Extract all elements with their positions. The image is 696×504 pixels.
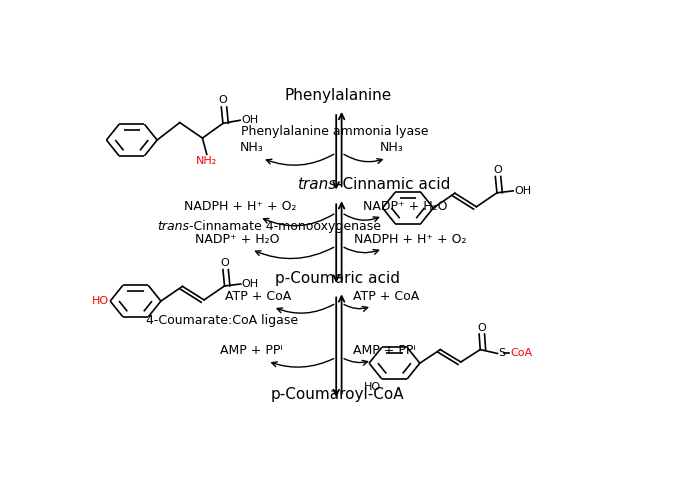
Text: HO: HO (91, 296, 109, 306)
Text: O: O (493, 165, 502, 175)
Text: NADPH + H⁺ + O₂: NADPH + H⁺ + O₂ (354, 233, 467, 246)
Text: -Cinnamic acid: -Cinnamic acid (337, 177, 450, 193)
Text: trans: trans (157, 220, 189, 233)
Text: 4-Coumarate:CoA ligase: 4-Coumarate:CoA ligase (145, 314, 298, 327)
Text: NADP⁺ + H₂O: NADP⁺ + H₂O (195, 233, 279, 246)
Text: O: O (219, 95, 228, 105)
Text: NADP⁺ + H₂O: NADP⁺ + H₂O (363, 200, 448, 213)
Text: HO: HO (363, 382, 381, 392)
Text: -Cinnamate 4-monooxygenase: -Cinnamate 4-monooxygenase (189, 220, 381, 233)
Text: O: O (221, 258, 230, 268)
Text: OH: OH (242, 115, 258, 125)
Text: AMP + PPᴵ: AMP + PPᴵ (220, 344, 283, 357)
Text: S: S (498, 348, 505, 358)
Text: NH₂: NH₂ (196, 156, 217, 166)
Text: trans: trans (297, 177, 337, 193)
Text: ATP + CoA: ATP + CoA (226, 290, 292, 302)
Text: AMP + PPᴵ: AMP + PPᴵ (354, 344, 416, 357)
Text: p-Coumaroyl-CoA: p-Coumaroyl-CoA (271, 387, 404, 402)
Text: NH₃: NH₃ (239, 141, 263, 154)
Text: Phenylalanine ammonia lyase: Phenylalanine ammonia lyase (242, 125, 429, 138)
Text: Phenylalanine: Phenylalanine (284, 88, 391, 103)
Text: OH: OH (514, 186, 531, 196)
Text: O: O (477, 323, 486, 333)
Text: CoA: CoA (510, 348, 532, 358)
Text: OH: OH (242, 279, 259, 289)
Text: NH₃: NH₃ (380, 141, 404, 154)
Text: ATP + CoA: ATP + CoA (354, 290, 420, 302)
Text: NADPH + H⁺ + O₂: NADPH + H⁺ + O₂ (184, 200, 297, 213)
Text: p-Coumaric acid: p-Coumaric acid (276, 271, 400, 286)
